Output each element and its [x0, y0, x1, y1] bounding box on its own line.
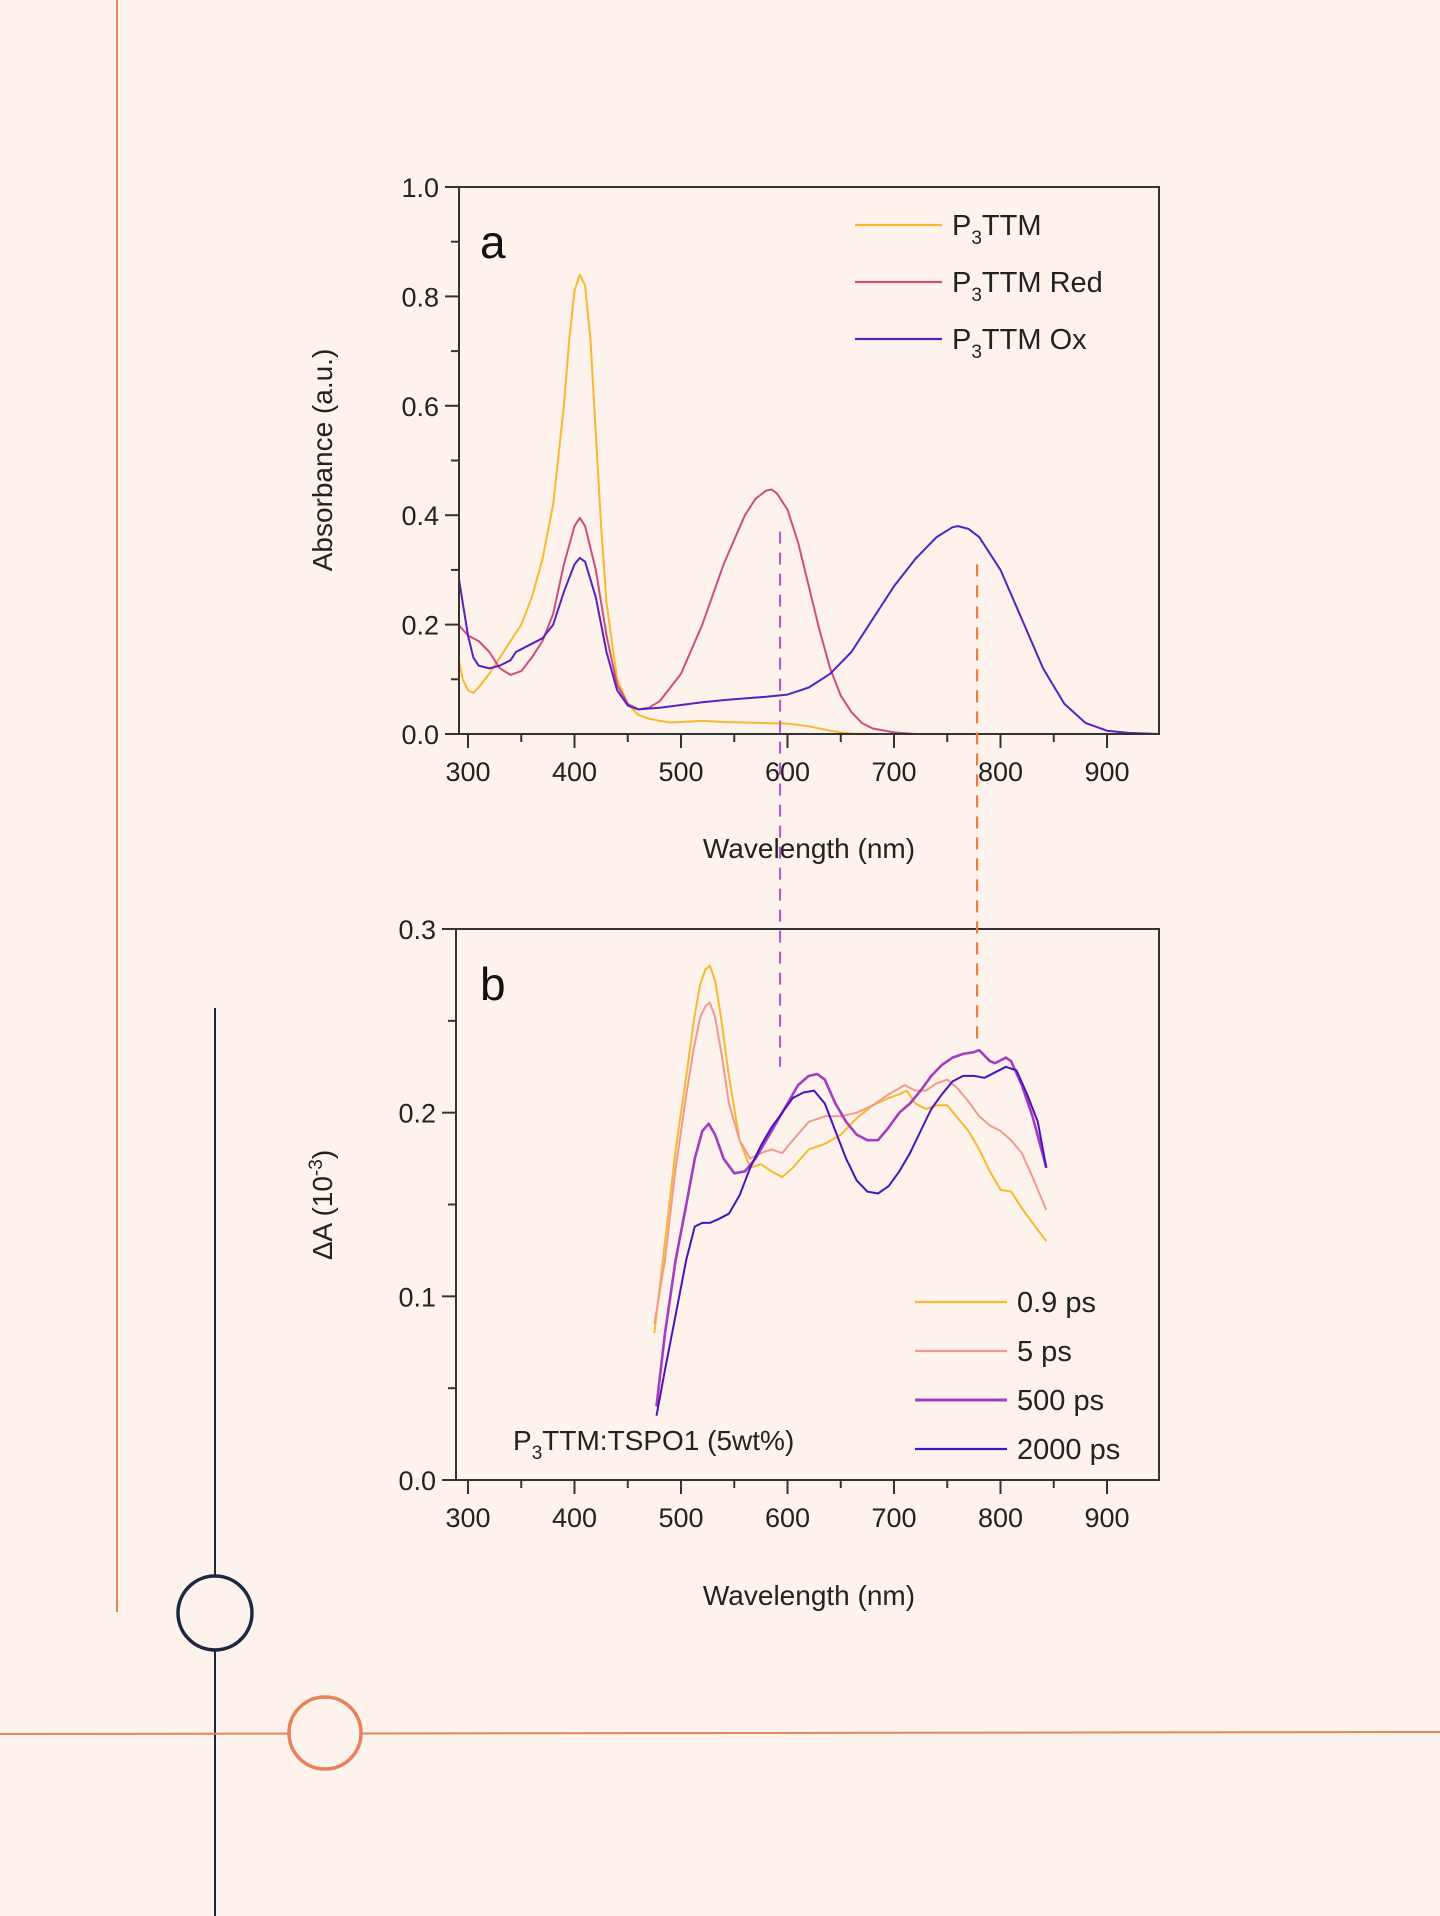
- y-tick-label: 0.0: [401, 720, 439, 750]
- panel-b-transient-absorption-chart: 300 400 500 600 700 800 900 0.0 0.1 0.2 0.3 b Wav…: [306, 915, 1160, 1611]
- legend-label: P3TTM Red: [952, 267, 1103, 306]
- x-tick-label: 600: [765, 757, 810, 787]
- orange-circle-ornament: [287, 1695, 363, 1771]
- series-line-p3ttm-ox: [459, 525, 1159, 734]
- panel-b-sample-annotation: P3TTM:TSPO1 (5wt%): [513, 1425, 794, 1464]
- annotation-main: P: [513, 1425, 532, 1456]
- panel-a-x-ticks: 300 400 500 600 700 800 900: [445, 734, 1130, 787]
- annotation-rest: TTM:TSPO1 (5wt%): [542, 1425, 794, 1456]
- y-tick-label: 1.0: [401, 173, 439, 203]
- legend-label: 0.9 ps: [1017, 1287, 1096, 1319]
- x-tick-label: 900: [1084, 1503, 1129, 1533]
- y-tick-label: 0.2: [401, 611, 439, 641]
- panel-a-series: [459, 273, 1159, 734]
- legend-label: P3TTM: [952, 210, 1042, 249]
- x-tick-label: 700: [871, 757, 916, 787]
- series-line-2000-ps: [655, 1065, 1048, 1416]
- series-line-p3ttm-red: [459, 488, 1159, 734]
- y-tick-label: 0.4: [401, 501, 439, 531]
- legend-item: P3TTM: [855, 210, 1042, 249]
- panel-a-letter: a: [480, 216, 506, 268]
- panel-a-x-axis-title: Wavelength (nm): [703, 833, 915, 864]
- panel-b-series: [653, 964, 1048, 1416]
- y-tick-label: 0.8: [401, 282, 439, 312]
- series-line-p3ttm: [459, 273, 1159, 734]
- x-tick-label: 400: [552, 1503, 597, 1533]
- panel-b-y-axis-title-sup: -3: [306, 1159, 327, 1176]
- series-line-5-ps: [653, 1001, 1048, 1325]
- panel-b-legend: 0.9 ps 5 ps 500 ps 2000 ps: [915, 1287, 1120, 1466]
- navy-circle-ornament: [176, 1574, 254, 1652]
- x-tick-label: 300: [445, 1503, 490, 1533]
- x-tick-label: 500: [658, 1503, 703, 1533]
- panel-b-x-axis-title: Wavelength (nm): [703, 1580, 915, 1611]
- panel-a-legend: P3TTM P3TTM Red P3TTM Ox: [855, 210, 1103, 363]
- x-tick-label: 700: [871, 1503, 916, 1533]
- x-tick-label: 600: [765, 1503, 810, 1533]
- orange-horizontal-rule: [0, 1731, 1440, 1735]
- legend-item: 500 ps: [915, 1385, 1104, 1417]
- legend-item: P3TTM Ox: [855, 324, 1087, 363]
- panel-b-y-axis-title-end: ): [307, 1150, 338, 1159]
- x-tick-label: 800: [978, 757, 1023, 787]
- panel-b-y-axis-title-main: ΔA (10: [307, 1176, 338, 1260]
- series-line-500-ps: [655, 1048, 1048, 1407]
- peak-correspondence-guides: [778, 531, 979, 1067]
- x-tick-label: 900: [1084, 757, 1129, 787]
- y-tick-label: 0.3: [398, 915, 436, 945]
- panel-a-y-ticks: 0.0 0.2 0.4 0.6 0.8 1.0: [401, 173, 459, 750]
- y-tick-label: 0.0: [398, 1466, 436, 1496]
- legend-label: 2000 ps: [1017, 1434, 1120, 1466]
- y-tick-label: 0.2: [398, 1099, 436, 1129]
- panel-a-absorbance-chart: 300 400 500 600 700 800 900 0.0 0.2 0.4 0.6 0.8 1.0…: [307, 173, 1160, 864]
- legend-label: 500 ps: [1017, 1385, 1104, 1417]
- x-tick-label: 300: [445, 757, 490, 787]
- legend-label: 5 ps: [1017, 1336, 1072, 1368]
- panel-b-letter: b: [480, 958, 506, 1010]
- legend-item: P3TTM Red: [855, 267, 1103, 306]
- x-tick-label: 400: [552, 757, 597, 787]
- panel-a-y-axis-title: Absorbance (a.u.): [307, 349, 338, 572]
- legend-item: 2000 ps: [915, 1434, 1120, 1466]
- y-tick-label: 0.1: [398, 1282, 436, 1312]
- annotation-sub: 3: [532, 1443, 543, 1464]
- legend-item: 5 ps: [915, 1336, 1072, 1368]
- series-line-0-9-ps: [653, 964, 1048, 1334]
- y-tick-label: 0.6: [401, 392, 439, 422]
- legend-item: 0.9 ps: [915, 1287, 1096, 1319]
- x-tick-label: 800: [978, 1503, 1023, 1533]
- x-tick-label: 500: [658, 757, 703, 787]
- panel-b-y-axis-title: ΔA (10-3): [306, 1150, 338, 1260]
- panel-b-y-ticks: 0.0 0.1 0.2 0.3: [398, 915, 456, 1496]
- legend-label: P3TTM Ox: [952, 324, 1087, 363]
- panel-b-x-ticks: 300 400 500 600 700 800 900: [445, 1480, 1130, 1533]
